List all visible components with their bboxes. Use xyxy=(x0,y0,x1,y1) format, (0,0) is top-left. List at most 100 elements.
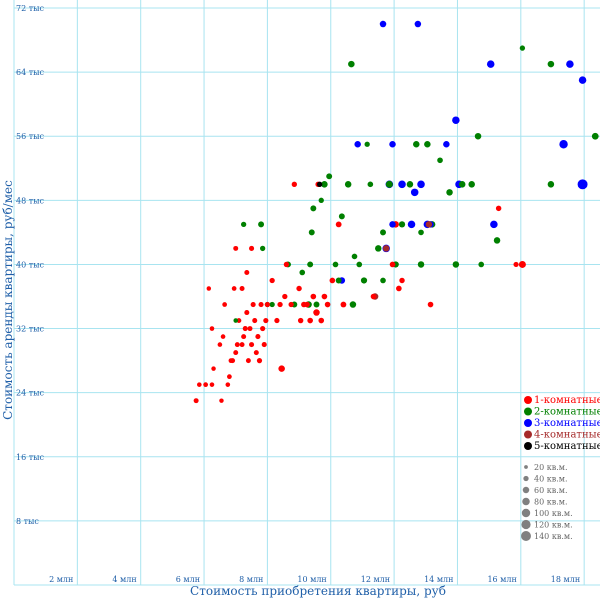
data-point xyxy=(364,141,370,147)
data-point xyxy=(258,301,264,308)
data-point xyxy=(335,277,342,284)
data-point xyxy=(338,213,345,220)
data-point xyxy=(418,229,424,236)
x-tick-label: 4 млн xyxy=(112,575,136,584)
size-legend-marker xyxy=(522,486,530,494)
x-axis-title: Стоимость приобретения квартиры, руб xyxy=(190,584,446,598)
tick-layer: 2 млн 4 млн 6 млн 8 млн 10 млн 12 млн 14 млн 16… xyxy=(16,4,580,584)
data-point xyxy=(398,221,406,228)
data-point xyxy=(417,261,425,268)
data-point xyxy=(360,277,368,284)
data-point xyxy=(566,60,574,68)
data-point xyxy=(313,301,320,308)
data-point xyxy=(242,326,248,332)
data-point xyxy=(413,140,420,148)
points-layer xyxy=(193,20,599,404)
data-point xyxy=(407,220,416,229)
size-legend-marker xyxy=(522,497,530,506)
data-point xyxy=(389,261,396,268)
legend-marker xyxy=(524,407,532,416)
y-tick-label: 40 тыс xyxy=(16,260,45,269)
data-point xyxy=(301,301,307,308)
data-point xyxy=(310,205,317,212)
data-point xyxy=(478,261,485,268)
data-point xyxy=(259,245,266,252)
size-legend-marker xyxy=(521,519,531,530)
data-point xyxy=(296,285,302,292)
data-point xyxy=(474,132,482,140)
x-tick-label: 6 млн xyxy=(176,575,200,584)
data-point xyxy=(244,310,250,316)
legend-marker xyxy=(524,430,532,439)
data-point xyxy=(591,132,599,140)
data-point xyxy=(234,342,240,348)
size-legend: 20 кв.м. 40 кв.м. 60 кв.м. 80 кв.м. 100 кв.м… xyxy=(521,463,573,541)
data-point xyxy=(260,325,266,332)
x-tick-label: 10 млн xyxy=(297,575,326,584)
size-legend-marker xyxy=(524,465,528,469)
y-tick-label: 16 тыс xyxy=(16,453,45,462)
grid-layer xyxy=(13,0,600,586)
data-point xyxy=(519,45,526,51)
legend-label: 1-комнатные xyxy=(534,395,600,406)
data-point xyxy=(307,261,314,268)
data-point xyxy=(209,326,215,331)
data-point xyxy=(225,382,231,387)
data-point xyxy=(559,140,568,149)
data-point xyxy=(209,382,215,387)
y-tick-label: 72 тыс xyxy=(16,4,45,13)
data-point xyxy=(344,181,352,188)
legend-marker xyxy=(524,419,532,427)
size-legend-label: 120 кв.м. xyxy=(534,521,573,530)
x-tick-label: 12 млн xyxy=(361,575,390,584)
size-legend-marker xyxy=(521,531,531,541)
x-tick-label: 8 млн xyxy=(239,575,263,584)
data-point xyxy=(250,301,256,308)
data-point xyxy=(239,342,245,348)
size-legend-label: 100 кв.м. xyxy=(534,509,573,518)
data-point xyxy=(255,334,261,340)
data-point xyxy=(396,285,402,292)
data-point xyxy=(468,181,475,188)
data-point xyxy=(219,398,224,403)
data-point xyxy=(379,20,387,28)
data-point xyxy=(424,140,431,148)
data-point xyxy=(282,293,288,300)
data-point xyxy=(258,221,265,228)
data-point xyxy=(437,157,443,164)
data-point xyxy=(577,179,588,190)
x-tick-label: 16 млн xyxy=(487,575,516,584)
data-point xyxy=(291,181,297,187)
size-legend-label: 60 кв.м. xyxy=(534,486,568,495)
data-point xyxy=(335,221,342,228)
data-point xyxy=(217,342,223,347)
data-point xyxy=(263,317,269,324)
data-point xyxy=(274,317,280,324)
data-point xyxy=(233,318,239,323)
size-legend-marker xyxy=(521,508,531,518)
data-point xyxy=(318,317,325,324)
legend-label: 5-комнатные xyxy=(534,441,600,452)
data-point xyxy=(222,302,228,307)
data-point xyxy=(211,366,216,371)
data-point xyxy=(249,342,255,348)
data-point xyxy=(197,382,202,387)
data-point xyxy=(313,309,320,316)
data-point xyxy=(351,253,358,260)
data-point xyxy=(233,350,239,356)
data-point xyxy=(269,301,275,308)
data-point xyxy=(578,76,587,84)
legend-label: 3-комнатные xyxy=(534,418,600,429)
data-point xyxy=(340,301,347,308)
data-point xyxy=(354,140,361,148)
data-point xyxy=(277,301,283,308)
data-point xyxy=(253,350,259,356)
x-tick-label: 14 млн xyxy=(424,575,453,584)
legend-marker xyxy=(524,442,532,450)
data-point xyxy=(513,261,519,268)
data-point xyxy=(227,374,232,380)
data-point xyxy=(283,261,290,268)
data-point xyxy=(240,221,247,228)
data-point xyxy=(452,261,460,268)
data-point xyxy=(278,365,285,372)
